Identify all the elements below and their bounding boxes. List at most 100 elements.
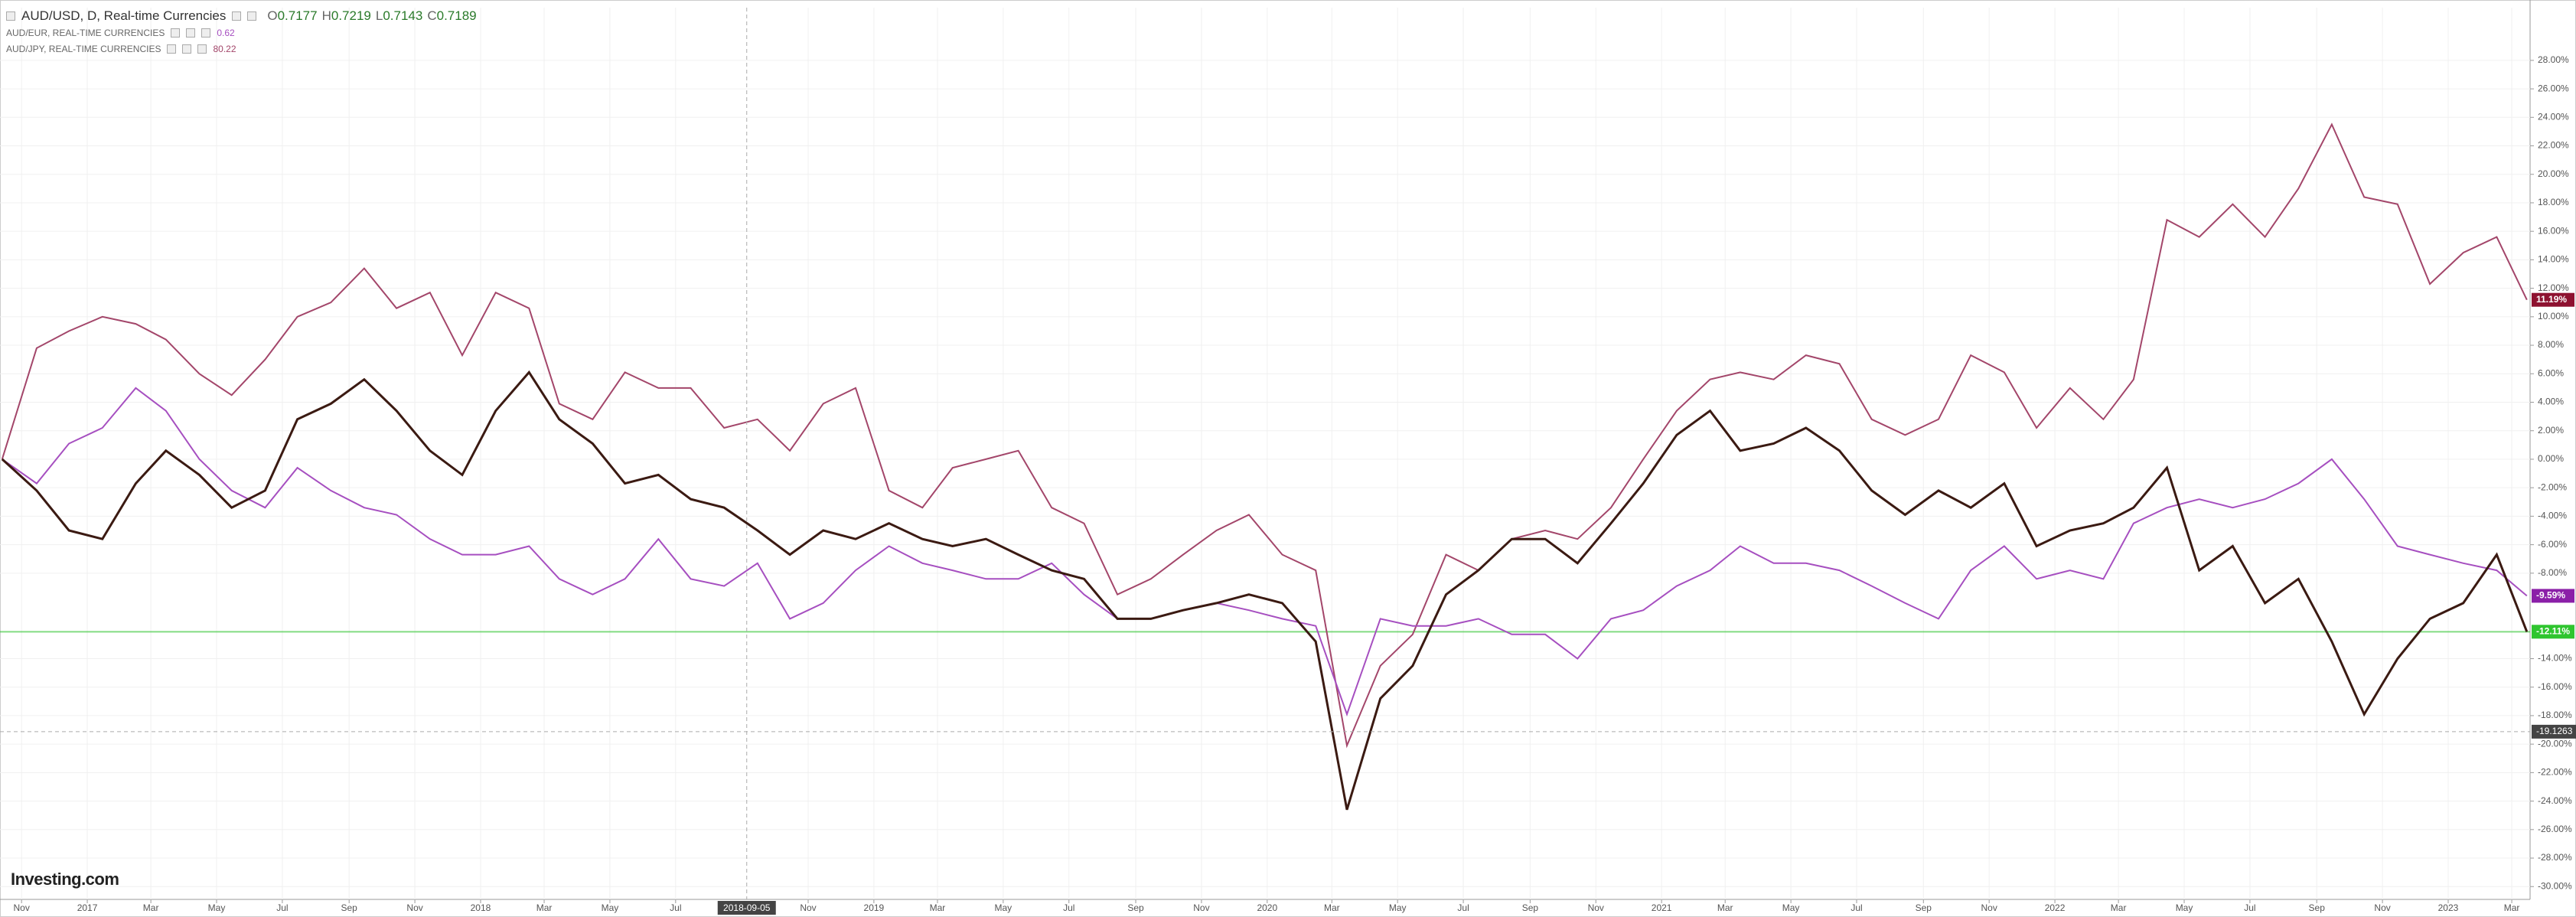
y-tick-label: -14.00% — [2538, 653, 2572, 664]
ohlc-value: 0.7143 — [383, 8, 423, 23]
logo: Investing.com — [11, 870, 119, 889]
toggle-icon[interactable] — [6, 11, 15, 21]
x-tick-label: Jul — [1063, 902, 1074, 913]
x-tick-label: Nov — [1588, 902, 1604, 913]
last-value-tag — [2532, 589, 2574, 603]
ohlc-item: H0.7219 — [322, 8, 371, 23]
ohlc-value: 0.7189 — [436, 8, 477, 23]
y-tick-label: -24.00% — [2538, 795, 2572, 806]
ohlc-value: 0.7219 — [331, 8, 371, 23]
x-tick-label: 2018 — [471, 902, 491, 913]
legend: AUD/USD, D, Real-time Currencies O0.7177… — [6, 8, 477, 57]
x-tick-label: May — [995, 902, 1012, 913]
x-tick-label: May — [1782, 902, 1800, 913]
y-tick-label: 0.00% — [2538, 453, 2564, 464]
ohlc-key: C — [427, 8, 437, 23]
icon[interactable] — [171, 28, 181, 38]
y-tick-label: 20.00% — [2538, 168, 2569, 179]
legend-name[interactable]: AUD/USD, D, Real-time Currencies — [21, 8, 227, 23]
ohlc-value: 0.7177 — [277, 8, 318, 23]
crosshair-y-tag — [2532, 724, 2576, 739]
legend-row: AUD/USD, D, Real-time Currencies O0.7177… — [6, 8, 477, 24]
x-tick-label: May — [2176, 902, 2193, 913]
x-tick-label: Jul — [670, 902, 681, 913]
x-tick-label: Mar — [143, 902, 159, 913]
y-tick-label: 4.00% — [2538, 396, 2564, 407]
y-tick-label: -6.00% — [2538, 539, 2567, 550]
ohlc: O0.7177 H0.7219 L0.7143 C0.7189 — [262, 8, 476, 24]
y-tick-label: 22.00% — [2538, 140, 2569, 151]
x-tick-label: Jul — [1850, 902, 1862, 913]
icon[interactable] — [182, 44, 192, 54]
legend-name[interactable]: AUD/EUR, REAL-TIME CURRENCIES — [6, 27, 165, 38]
x-tick-label: May — [1389, 902, 1407, 913]
x-tick-label: Mar — [930, 902, 946, 913]
x-tick-label: 2017 — [77, 902, 98, 913]
icon[interactable] — [232, 11, 242, 21]
x-tick-label: Sep — [2309, 902, 2326, 913]
legend-row: AUD/JPY, REAL-TIME CURRENCIES 80.22 — [6, 41, 477, 57]
y-tick-label: -28.00% — [2538, 852, 2572, 863]
last-value-label: -9.59% — [2536, 590, 2565, 601]
series-line — [1, 122, 2528, 749]
y-tick-label: 2.00% — [2538, 425, 2564, 436]
x-tick-label: Jul — [276, 902, 288, 913]
y-tick-label: 8.00% — [2538, 339, 2564, 350]
x-tick-label: Jul — [1457, 902, 1469, 913]
x-tick-label: Mar — [2111, 902, 2127, 913]
icon[interactable] — [247, 11, 257, 21]
y-tick-label: -26.00% — [2538, 824, 2572, 834]
y-tick-label: -30.00% — [2538, 880, 2572, 891]
x-tick-label: Mar — [1717, 902, 1733, 913]
x-tick-label: May — [208, 902, 226, 913]
y-tick-label: -20.00% — [2538, 738, 2572, 749]
y-tick-label: -16.00% — [2538, 681, 2572, 692]
ohlc-item: O0.7177 — [267, 8, 317, 23]
x-tick-label: Nov — [1981, 902, 1997, 913]
y-tick-label: -22.00% — [2538, 767, 2572, 778]
y-tick-label: -8.00% — [2538, 567, 2567, 578]
icon[interactable] — [186, 28, 196, 38]
x-tick-label: 2021 — [1652, 902, 1672, 913]
ohlc-item: C0.7189 — [427, 8, 476, 23]
ohlc-key: H — [321, 8, 331, 23]
x-tick-label: Mar — [2504, 902, 2520, 913]
y-tick-label: -18.00% — [2538, 710, 2572, 720]
y-tick-label: 16.00% — [2538, 225, 2569, 236]
y-tick-label: -4.00% — [2538, 511, 2567, 521]
y-tick-label: 14.00% — [2538, 254, 2569, 265]
x-tick-label: Sep — [1127, 902, 1144, 913]
legend-row: AUD/EUR, REAL-TIME CURRENCIES 0.62 — [6, 24, 477, 41]
y-tick-label: 18.00% — [2538, 197, 2569, 207]
crosshair-x-tag — [717, 901, 776, 915]
y-tick-label: -2.00% — [2538, 481, 2567, 492]
y-tick-label: 24.00% — [2538, 111, 2569, 122]
ohlc-key: L — [375, 8, 383, 23]
x-tick-label: Sep — [1522, 902, 1539, 913]
ohlc-item: L0.7143 — [376, 8, 422, 23]
x-tick-label: Mar — [1324, 902, 1340, 913]
crosshair-x-label: 2018-09-05 — [723, 902, 771, 913]
x-tick-label: 2023 — [2438, 902, 2459, 913]
icon[interactable] — [201, 28, 211, 38]
last-value-label: 11.19% — [2536, 294, 2567, 305]
x-tick-label: 2020 — [1257, 902, 1277, 913]
x-tick-label: Sep — [341, 902, 358, 913]
y-tick-label: 10.00% — [2538, 311, 2569, 321]
y-tick-label: 6.00% — [2538, 367, 2564, 378]
y-tick-label: 26.00% — [2538, 83, 2569, 93]
icon[interactable] — [197, 44, 207, 54]
y-tick-label: 28.00% — [2538, 54, 2569, 65]
x-tick-label: 2022 — [2045, 902, 2066, 913]
x-tick-label: Nov — [1193, 902, 1209, 913]
x-tick-label: Mar — [536, 902, 553, 913]
series-line — [1, 370, 2529, 811]
legend-name[interactable]: AUD/JPY, REAL-TIME CURRENCIES — [6, 43, 161, 54]
icon[interactable] — [167, 44, 177, 54]
last-value-tag — [2532, 292, 2574, 307]
legend-value: 80.22 — [213, 43, 236, 54]
x-tick-label: Nov — [406, 902, 422, 913]
